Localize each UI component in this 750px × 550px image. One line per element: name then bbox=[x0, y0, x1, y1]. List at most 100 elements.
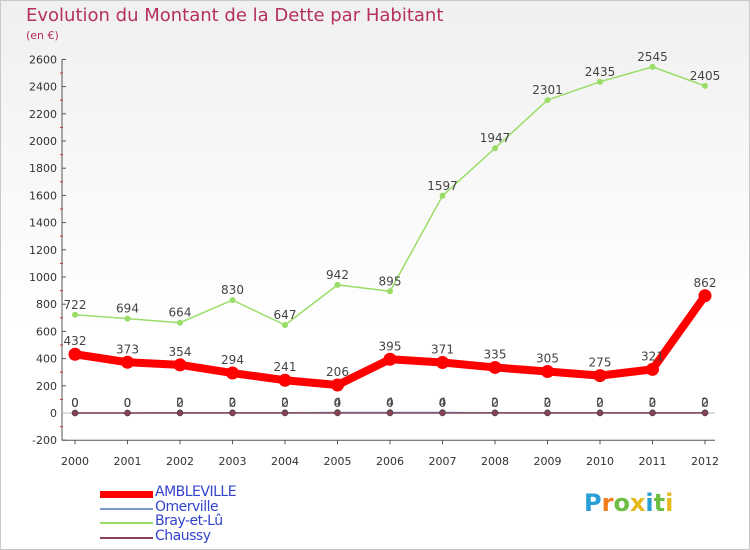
data-label: 862 bbox=[694, 276, 717, 290]
x-tick-label: 2005 bbox=[324, 455, 352, 468]
data-label: 206 bbox=[326, 365, 349, 379]
legend-swatch bbox=[100, 536, 153, 539]
data-point bbox=[596, 409, 604, 417]
data-label: 0 bbox=[491, 396, 499, 410]
x-tick-label: 2002 bbox=[166, 455, 194, 468]
data-label: 4 bbox=[334, 395, 342, 409]
data-label: 0 bbox=[124, 396, 132, 410]
data-label: 895 bbox=[379, 274, 402, 288]
legend-label: Chaussy bbox=[155, 527, 211, 544]
data-label: 275 bbox=[589, 356, 612, 370]
data-label: 395 bbox=[379, 339, 402, 353]
data-label: 2 bbox=[701, 396, 709, 410]
data-point bbox=[702, 82, 708, 89]
data-label: 0 bbox=[281, 396, 289, 410]
data-label: 0 bbox=[71, 396, 79, 410]
data-point bbox=[278, 373, 292, 387]
chart-title: Evolution du Montant de la Dette par Hab… bbox=[26, 5, 444, 26]
data-point bbox=[541, 365, 554, 379]
x-tick-label: 2001 bbox=[114, 455, 142, 468]
y-tick-label: 2400 bbox=[29, 81, 57, 94]
data-label: 354 bbox=[169, 345, 192, 359]
data-label: 0 bbox=[386, 396, 394, 410]
y-tick-label: 1000 bbox=[29, 271, 57, 284]
data-point bbox=[177, 319, 183, 326]
data-label: 1947 bbox=[480, 131, 511, 145]
data-point bbox=[68, 347, 82, 361]
data-point bbox=[436, 356, 449, 370]
x-tick-label: 2000 bbox=[61, 455, 89, 468]
data-label: 241 bbox=[274, 360, 297, 374]
legend-swatch bbox=[100, 507, 153, 510]
data-point bbox=[124, 315, 131, 322]
proxiti-logo: Proxiti bbox=[584, 489, 673, 517]
data-label: 1597 bbox=[427, 179, 458, 193]
data-label: 664 bbox=[169, 306, 192, 320]
y-tick-label: 2600 bbox=[29, 53, 57, 66]
data-label: 0 bbox=[701, 396, 709, 410]
logo-letter: P bbox=[584, 489, 602, 517]
y-tick-label: 1200 bbox=[29, 244, 57, 257]
x-tick-label: 2012 bbox=[691, 455, 719, 468]
data-label: 0 bbox=[124, 396, 132, 410]
legend-swatch bbox=[100, 490, 153, 498]
data-label: 830 bbox=[221, 283, 244, 297]
data-label: 2 bbox=[649, 396, 657, 410]
legend-swatch bbox=[100, 522, 153, 524]
data-point bbox=[544, 97, 551, 104]
x-tick-label: 2006 bbox=[376, 455, 404, 468]
data-point bbox=[439, 192, 446, 199]
data-point bbox=[386, 409, 394, 417]
data-label: 0 bbox=[649, 396, 657, 410]
data-point bbox=[176, 409, 184, 417]
data-point bbox=[229, 409, 236, 417]
data-label: 2545 bbox=[637, 50, 668, 64]
data-label: 0 bbox=[176, 396, 184, 410]
data-point bbox=[121, 355, 134, 369]
x-tick-label: 2008 bbox=[481, 455, 509, 468]
data-point bbox=[281, 409, 289, 417]
data-label: 0 bbox=[544, 396, 552, 410]
data-point bbox=[173, 358, 187, 372]
data-point bbox=[334, 281, 341, 288]
data-label: 373 bbox=[116, 342, 139, 356]
data-point bbox=[593, 369, 607, 383]
data-point bbox=[488, 360, 502, 374]
data-label: 432 bbox=[64, 334, 87, 348]
data-point bbox=[701, 409, 709, 417]
data-point bbox=[334, 409, 341, 417]
data-point bbox=[698, 289, 712, 303]
logo-letter: r bbox=[601, 489, 614, 517]
data-label: 2 bbox=[491, 396, 499, 410]
x-tick-label: 2010 bbox=[586, 455, 614, 468]
data-point bbox=[124, 409, 131, 417]
data-point bbox=[282, 322, 288, 329]
logo-letter: t bbox=[653, 489, 666, 517]
data-label: 722 bbox=[64, 298, 87, 312]
data-label: 2 bbox=[544, 396, 552, 410]
chart-subtitle: (en €) bbox=[26, 29, 59, 42]
x-tick-label: 2003 bbox=[219, 455, 247, 468]
data-label: 0 bbox=[334, 396, 342, 410]
data-point bbox=[387, 288, 393, 295]
data-point bbox=[439, 409, 446, 417]
data-label: 2405 bbox=[690, 69, 721, 83]
data-label: 2435 bbox=[585, 65, 616, 79]
y-tick-label: 2000 bbox=[29, 135, 57, 148]
data-label: 0 bbox=[439, 396, 447, 410]
data-label: 2 bbox=[229, 396, 237, 410]
logo-letter: x bbox=[629, 489, 646, 517]
y-tick-label: 1800 bbox=[29, 162, 57, 175]
data-label: 371 bbox=[431, 343, 454, 357]
data-label: 2301 bbox=[532, 83, 563, 97]
data-label: 335 bbox=[484, 347, 507, 361]
data-label: 4 bbox=[439, 395, 447, 409]
data-point bbox=[646, 362, 659, 376]
y-tick-label: 800 bbox=[36, 298, 57, 311]
data-label: 694 bbox=[116, 302, 139, 316]
data-point bbox=[72, 311, 78, 318]
data-point bbox=[491, 409, 499, 417]
data-label: 647 bbox=[274, 308, 297, 322]
